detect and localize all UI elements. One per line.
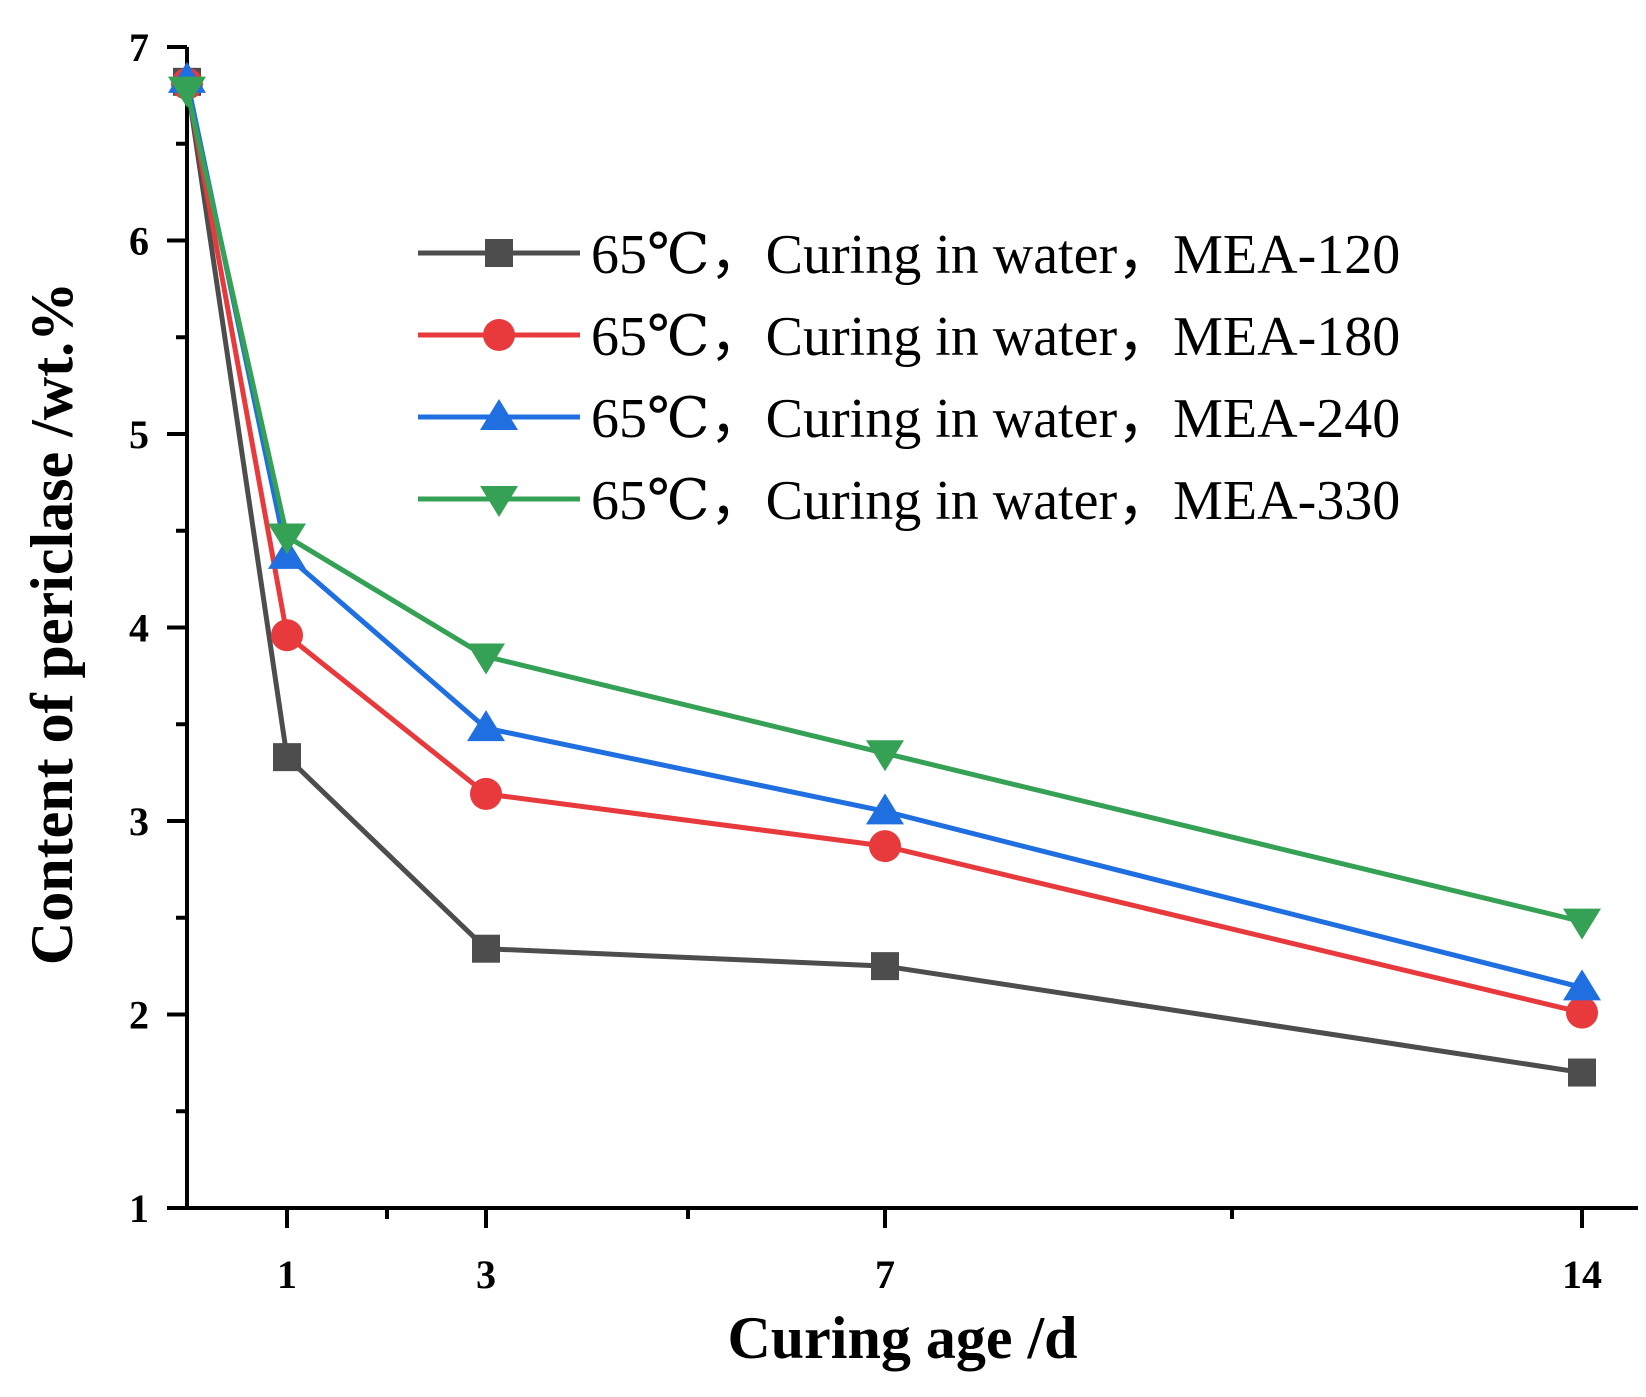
series-2 [171, 67, 1598, 1029]
series-4-point [268, 523, 306, 555]
series-4-point [866, 740, 904, 772]
legend-label: 65℃，Curing in water，MEA-120 [591, 224, 1400, 286]
series-1-point [871, 952, 899, 981]
series-1-point [472, 934, 500, 963]
x-tick-label: 14 [1562, 1252, 1602, 1297]
x-tick-label: 3 [476, 1252, 496, 1297]
y-tick-label: 2 [129, 993, 149, 1038]
series-2-point [869, 830, 901, 863]
series-2-point [470, 777, 502, 810]
x-axis-title: Curing age /d [727, 1305, 1077, 1371]
series-2-point [271, 619, 303, 652]
legend-label: 65℃，Curing in water，MEA-240 [591, 388, 1400, 450]
series-1-point [1568, 1058, 1596, 1087]
legend-item-3: 65℃，Curing in water，MEA-240 [418, 388, 1400, 450]
y-tick-label: 3 [129, 799, 149, 844]
axes [185, 47, 1638, 1210]
series-4-point [1563, 908, 1601, 940]
y-tick-label: 5 [129, 412, 149, 457]
legend-item-1: 65℃，Curing in water，MEA-120 [418, 224, 1400, 286]
series-4-point [168, 76, 206, 108]
y-tick-label: 4 [129, 606, 149, 651]
legend-marker [485, 239, 513, 267]
y-tick-label: 6 [129, 219, 149, 264]
series-2-point [1566, 996, 1598, 1029]
series-1 [173, 67, 1596, 1087]
x-tick-label: 1 [277, 1252, 297, 1297]
legend-marker [480, 486, 518, 517]
legend-marker [480, 399, 518, 430]
series-1-point [273, 743, 301, 772]
series-3-point [467, 710, 505, 742]
legend-marker [483, 319, 515, 351]
y-tick-label: 1 [129, 1186, 149, 1231]
series-layer [168, 61, 1601, 1087]
series-4 [168, 76, 1601, 940]
legend-label: 65℃，Curing in water，MEA-330 [591, 470, 1400, 532]
legend-item-4: 65℃，Curing in water，MEA-330 [418, 470, 1400, 532]
series-4-point [467, 643, 505, 675]
ticks: 1 2 3 4 5 6 7 1 3 7 14 [129, 25, 1602, 1297]
legend-item-2: 65℃，Curing in water，MEA-180 [418, 306, 1400, 368]
legend: 65℃，Curing in water，MEA-120 65℃，Curing in… [418, 224, 1400, 532]
series-3-point [1563, 969, 1601, 1001]
legend-label: 65℃，Curing in water，MEA-180 [591, 306, 1400, 368]
series-3-point [866, 793, 904, 825]
y-axis-title: Content of periclase /wt.% [19, 282, 85, 965]
y-tick-label: 7 [129, 25, 149, 70]
x-tick-label: 7 [875, 1252, 895, 1297]
